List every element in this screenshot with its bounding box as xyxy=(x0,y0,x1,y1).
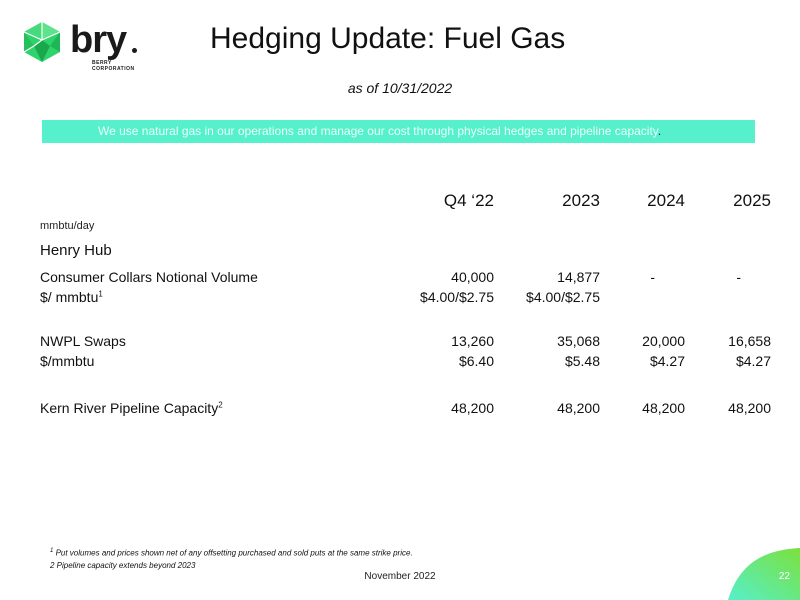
cell-nwpl-price-q4-22: $6.40 xyxy=(458,353,494,369)
cell-nwpl-volume-2024: 20,000 xyxy=(642,333,685,349)
gem-logo-icon xyxy=(23,22,61,62)
cell-nwpl-volume-2023: 35,068 xyxy=(557,333,600,349)
cell-collars-price-q4-22: $4.00/$2.75 xyxy=(420,289,494,305)
footnote-ref-1: 1 xyxy=(98,289,103,299)
as-of-date: as of 10/31/2022 xyxy=(0,80,800,96)
logo-subtext-berry: BERRY xyxy=(92,60,112,66)
cell-nwpl-volume-q4-22: 13,260 xyxy=(451,333,494,349)
cell-kern-2024: 48,200 xyxy=(642,400,685,416)
berry-logo: bry BERRY CORPORATION xyxy=(20,20,138,72)
corner-accent-shape xyxy=(728,548,800,600)
summary-banner: We use natural gas in our operations and… xyxy=(42,120,755,143)
row-label-kern-river: Kern River Pipeline Capacity2 xyxy=(40,400,223,416)
row-label-collars-price: $/ mmbtu1 xyxy=(40,289,103,305)
logo-subtext: BERRY CORPORATION xyxy=(92,60,135,72)
cell-collars-volume-2024: - xyxy=(650,269,655,285)
column-header-q4-22: Q4 ‘22 xyxy=(443,191,494,210)
as-of-text: as of 10/31/2022 xyxy=(347,80,453,96)
footnote-1-text: Put volumes and prices shown net of any … xyxy=(55,548,413,558)
row-label-nwpl-price: $/mmbtu xyxy=(40,353,95,369)
banner-text: We use natural gas in our operations and… xyxy=(98,124,658,138)
unit-label: mmbtu/day xyxy=(40,220,95,232)
cell-nwpl-price-2023: $5.48 xyxy=(564,353,600,369)
cell-kern-2023: 48,200 xyxy=(557,400,600,416)
footnote-2: 2 Pipeline capacity extends beyond 2023 xyxy=(50,560,196,570)
cell-kern-q4-22: 48,200 xyxy=(451,400,494,416)
cell-collars-volume-2023: 14,877 xyxy=(557,269,600,285)
kern-river-label-text: Kern River Pipeline Capacity xyxy=(40,400,219,416)
cell-collars-price-2023: $4.00/$2.75 xyxy=(526,289,600,305)
column-header-2023: 2023 xyxy=(562,191,600,210)
logo-subtext-corporation: CORPORATION xyxy=(92,66,135,72)
footnote-1: 1 Put volumes and prices shown net of an… xyxy=(50,545,413,560)
footer-date: November 2022 xyxy=(364,571,436,582)
cell-collars-volume-2025: - xyxy=(736,269,741,285)
page-title: Hedging Update: Fuel Gas xyxy=(210,22,566,55)
footnotes: 1 Put volumes and prices shown net of an… xyxy=(50,545,413,572)
section-label-henry-hub: Henry Hub xyxy=(40,242,112,259)
row-label-nwpl-volume: NWPL Swaps xyxy=(40,333,126,349)
page-number: 22 xyxy=(778,571,790,582)
footnote-ref-2: 2 xyxy=(218,400,223,410)
column-header-2025: 2025 xyxy=(733,191,771,210)
collars-price-label-text: $/ mmbtu xyxy=(40,289,99,305)
logo-dot xyxy=(132,48,137,53)
cell-nwpl-price-2025: $4.27 xyxy=(735,353,771,369)
cell-collars-volume-q4-22: 40,000 xyxy=(451,269,494,285)
banner-end-mark: . xyxy=(657,124,662,138)
cell-nwpl-price-2024: $4.27 xyxy=(649,353,685,369)
footnote-1-mark: 1 xyxy=(50,548,54,554)
column-header-2024: 2024 xyxy=(647,191,685,210)
row-label-collars-volume: Consumer Collars Notional Volume xyxy=(40,269,258,285)
cell-kern-2025: 48,200 xyxy=(728,400,771,416)
cell-nwpl-volume-2025: 16,658 xyxy=(728,333,771,349)
logo-word: bry xyxy=(70,19,127,61)
